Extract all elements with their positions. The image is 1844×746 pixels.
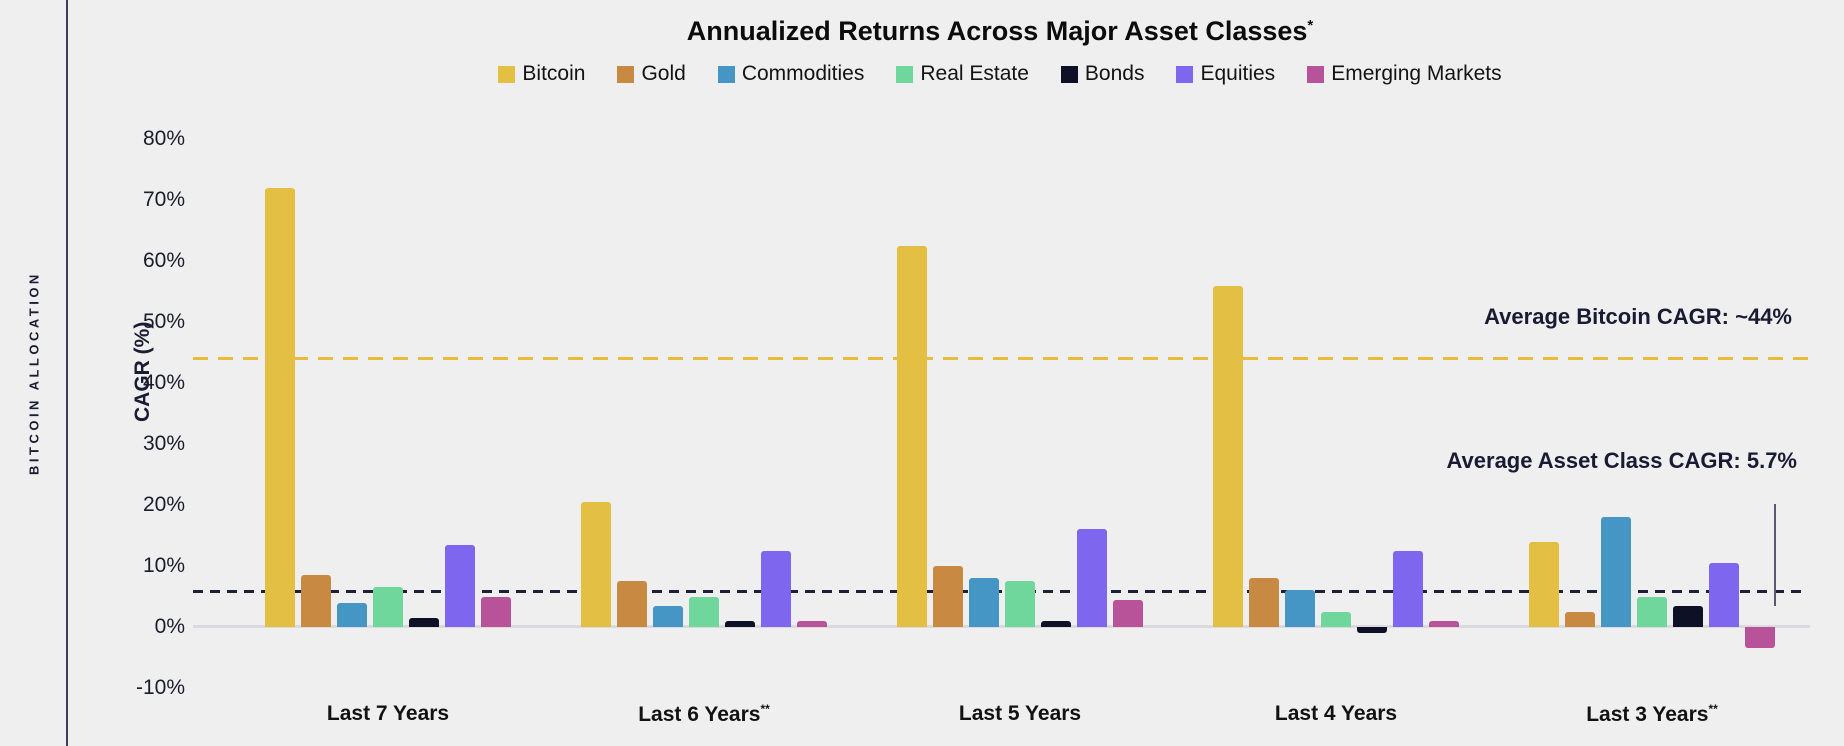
bar-bitcoin-last-7-years [265,188,295,627]
x-category-label-text: Last 3 Years [1586,703,1709,726]
bar-bitcoin-last-5-years [897,246,927,627]
legend-swatch-commodities [717,65,735,83]
legend-label: Bitcoin [522,62,586,85]
bar-real-estate-last-7-years [373,587,403,627]
x-category-label-text: Last 6 Years [638,703,761,726]
legend-label: Gold [641,62,686,85]
bar-commodities-last-4-years [1285,590,1315,627]
chart-title: Annualized Returns Across Major Asset Cl… [190,16,1810,47]
bar-emerging-markets-last-6-years [797,620,827,627]
legend-swatch-gold [617,65,635,83]
bar-emerging-markets-last-4-years [1429,620,1459,627]
legend-swatch-bonds [1060,65,1078,83]
x-category-label-last-5-years: Last 5 Years [862,702,1178,726]
legend-item-emerging-markets: Emerging Markets [1307,62,1502,86]
y-tick-label: 40% [142,371,185,395]
bar-equities-last-6-years [761,550,791,627]
legend-swatch-real-estate [896,65,914,83]
bar-gold-last-7-years [301,575,331,627]
annotation-pointer-line [1774,504,1776,606]
legend-label: Bonds [1084,62,1145,85]
legend-label: Real Estate [920,62,1029,85]
legend-item-gold: Gold [617,62,686,86]
legend-label: Emerging Markets [1331,62,1502,85]
average-bitcoin-cagr-line [193,356,1808,360]
bar-equities-last-7-years [445,544,475,627]
bar-bitcoin-last-3-years [1529,541,1559,627]
legend-item-equities: Equities [1176,62,1275,86]
bar-commodities-last-6-years [653,605,683,627]
bar-gold-last-5-years [933,566,963,627]
average-asset-class-cagr-line [193,590,1805,594]
average-bitcoin-cagr-annotation: Average Bitcoin CAGR: ~44% [1484,304,1792,329]
x-axis-zero-line [193,625,1810,628]
bar-commodities-last-5-years [969,578,999,627]
bar-real-estate-last-3-years [1637,596,1667,627]
bar-group-last-3-years [1494,0,1810,649]
chart-title-text: Annualized Returns Across Major Asset Cl… [686,16,1308,46]
bar-bonds-last-4-years [1357,627,1387,634]
bar-group-last-7-years [230,0,546,627]
y-tick-label: 50% [142,310,185,334]
chart-legend: Bitcoin Gold Commodities Real Estate Bonds Eq… [190,62,1810,86]
y-tick-label: 80% [142,127,185,151]
x-category-label-last-7-years: Last 7 Years [230,702,546,726]
legend-label: Commodities [741,62,865,85]
bar-group-last-6-years [546,0,862,627]
y-tick-label: 0% [154,615,185,638]
bar-group-last-4-years [1178,0,1494,634]
x-category-label-text: Last 5 Years [958,702,1082,725]
bar-commodities-last-3-years [1601,517,1631,627]
bar-group-last-5-years [862,0,1178,627]
chart-title-footnote-marker: * [1307,17,1314,34]
x-category-label-text: Last 7 Years [326,702,450,725]
legend-item-commodities: Commodities [717,62,865,86]
legend-item-bitcoin: Bitcoin [498,62,585,86]
average-asset-class-cagr-annotation: Average Asset Class CAGR: 5.7% [1446,448,1797,473]
bar-bonds-last-3-years [1673,605,1703,627]
bar-commodities-last-7-years [337,602,367,627]
bar-real-estate-last-4-years [1321,611,1351,627]
bar-bitcoin-last-6-years [581,502,611,627]
bar-bonds-last-7-years [409,617,439,627]
x-category-footnote-marker: ** [760,702,770,716]
legend-swatch-equities [1176,65,1194,83]
bar-equities-last-3-years [1709,563,1739,627]
x-category-footnote-marker: ** [1708,702,1718,716]
legend-item-real-estate: Real Estate [896,62,1029,86]
y-tick-label: 20% [142,493,185,517]
y-tick-label: 70% [142,188,185,212]
y-tick-label: -10% [135,675,185,699]
bar-real-estate-last-5-years [1005,581,1035,627]
bar-gold-last-6-years [617,581,647,627]
y-tick-label: 10% [142,554,185,578]
bar-bitcoin-last-4-years [1213,285,1243,627]
bar-gold-last-3-years [1565,611,1595,627]
y-tick-label: 60% [142,249,185,273]
legend-swatch-emerging-markets [1307,65,1325,83]
legend-swatch-bitcoin [498,65,516,83]
x-category-label-last-6-years: Last 6 Years** [546,702,862,727]
bar-emerging-markets-last-7-years [481,596,511,627]
bar-bonds-last-5-years [1041,620,1071,627]
sidebar-divider-line [66,0,68,746]
x-category-label-text: Last 4 Years [1274,702,1398,725]
x-category-label-last-4-years: Last 4 Years [1178,702,1494,726]
legend-item-bonds: Bonds [1060,62,1145,86]
bar-bonds-last-6-years [725,620,755,627]
y-tick-label: 30% [142,432,185,456]
bar-real-estate-last-6-years [689,596,719,627]
bar-gold-last-4-years [1249,578,1279,627]
bar-equities-last-5-years [1077,529,1107,627]
bar-emerging-markets-last-5-years [1113,599,1143,627]
bar-emerging-markets-last-3-years [1745,627,1775,649]
bar-equities-last-4-years [1393,550,1423,627]
x-category-label-last-3-years: Last 3 Years** [1494,702,1810,727]
legend-label: Equities [1200,62,1276,85]
